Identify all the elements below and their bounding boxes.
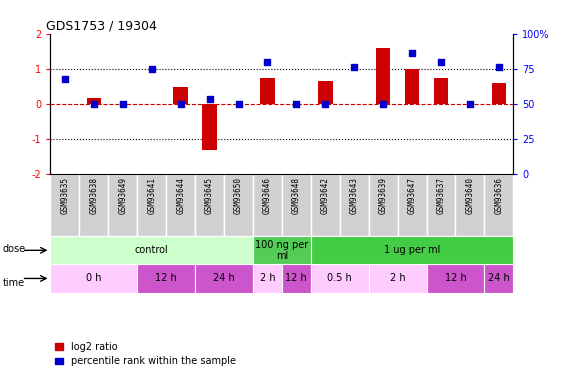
- Text: GSM93645: GSM93645: [205, 177, 214, 214]
- Text: 12 h: 12 h: [286, 273, 307, 284]
- Bar: [253, 264, 282, 292]
- Bar: [311, 174, 340, 236]
- Text: GSM93642: GSM93642: [321, 177, 330, 214]
- Bar: [491, 83, 506, 104]
- Point: [205, 96, 214, 102]
- Bar: [282, 264, 311, 292]
- Point: [89, 101, 98, 107]
- Bar: [80, 174, 108, 236]
- Bar: [282, 174, 311, 236]
- Bar: [484, 264, 513, 292]
- Point: [436, 59, 445, 65]
- Point: [263, 59, 272, 65]
- Bar: [318, 81, 333, 104]
- Bar: [340, 174, 369, 236]
- Bar: [166, 174, 195, 236]
- Text: 1 ug per ml: 1 ug per ml: [384, 245, 440, 255]
- Bar: [484, 174, 513, 236]
- Bar: [253, 236, 311, 264]
- Point: [321, 101, 330, 107]
- Point: [350, 64, 358, 70]
- Point: [292, 101, 301, 107]
- Legend: log2 ratio, percentile rank within the sample: log2 ratio, percentile rank within the s…: [56, 342, 236, 366]
- Bar: [398, 174, 426, 236]
- Text: GSM93641: GSM93641: [147, 177, 156, 214]
- Point: [176, 101, 185, 107]
- Point: [147, 66, 156, 72]
- Text: GSM93635: GSM93635: [61, 177, 70, 214]
- Bar: [311, 236, 513, 264]
- Bar: [195, 174, 224, 236]
- Text: GSM93649: GSM93649: [118, 177, 127, 214]
- Text: 100 ng per
ml: 100 ng per ml: [255, 240, 309, 261]
- Bar: [108, 174, 137, 236]
- Bar: [456, 174, 484, 236]
- Bar: [260, 78, 275, 104]
- Bar: [426, 264, 484, 292]
- Bar: [405, 69, 419, 104]
- Bar: [369, 264, 426, 292]
- Text: GSM93640: GSM93640: [466, 177, 475, 214]
- Bar: [253, 174, 282, 236]
- Point: [61, 76, 70, 82]
- Bar: [434, 78, 448, 104]
- Text: 12 h: 12 h: [444, 273, 466, 284]
- Point: [408, 50, 417, 56]
- Text: GSM93650: GSM93650: [234, 177, 243, 214]
- Bar: [369, 174, 398, 236]
- Bar: [173, 87, 188, 104]
- Text: 2 h: 2 h: [260, 273, 275, 284]
- Text: 24 h: 24 h: [213, 273, 235, 284]
- Point: [118, 101, 127, 107]
- Text: GSM93643: GSM93643: [350, 177, 358, 214]
- Bar: [50, 264, 137, 292]
- Bar: [203, 104, 217, 150]
- Text: 0.5 h: 0.5 h: [328, 273, 352, 284]
- Bar: [50, 174, 80, 236]
- Point: [494, 64, 503, 70]
- Text: GSM93647: GSM93647: [408, 177, 417, 214]
- Bar: [311, 264, 369, 292]
- Text: GSM93644: GSM93644: [176, 177, 185, 214]
- Point: [379, 101, 388, 107]
- Text: GSM93646: GSM93646: [263, 177, 272, 214]
- Text: 2 h: 2 h: [390, 273, 406, 284]
- Point: [234, 101, 243, 107]
- Point: [466, 101, 475, 107]
- Text: 24 h: 24 h: [488, 273, 510, 284]
- Bar: [137, 264, 195, 292]
- Text: GSM93639: GSM93639: [379, 177, 388, 214]
- Text: 0 h: 0 h: [86, 273, 102, 284]
- Text: dose: dose: [3, 244, 26, 254]
- Text: GSM93636: GSM93636: [494, 177, 503, 214]
- Bar: [376, 48, 390, 104]
- Bar: [50, 236, 253, 264]
- Text: GDS1753 / 19304: GDS1753 / 19304: [46, 20, 157, 33]
- Text: control: control: [135, 245, 169, 255]
- Text: time: time: [3, 278, 25, 288]
- Bar: [426, 174, 456, 236]
- Text: 12 h: 12 h: [155, 273, 177, 284]
- Text: GSM93637: GSM93637: [436, 177, 445, 214]
- Bar: [137, 174, 166, 236]
- Bar: [195, 264, 253, 292]
- Text: GSM93638: GSM93638: [89, 177, 98, 214]
- Bar: [224, 174, 253, 236]
- Text: GSM93648: GSM93648: [292, 177, 301, 214]
- Bar: [86, 98, 101, 104]
